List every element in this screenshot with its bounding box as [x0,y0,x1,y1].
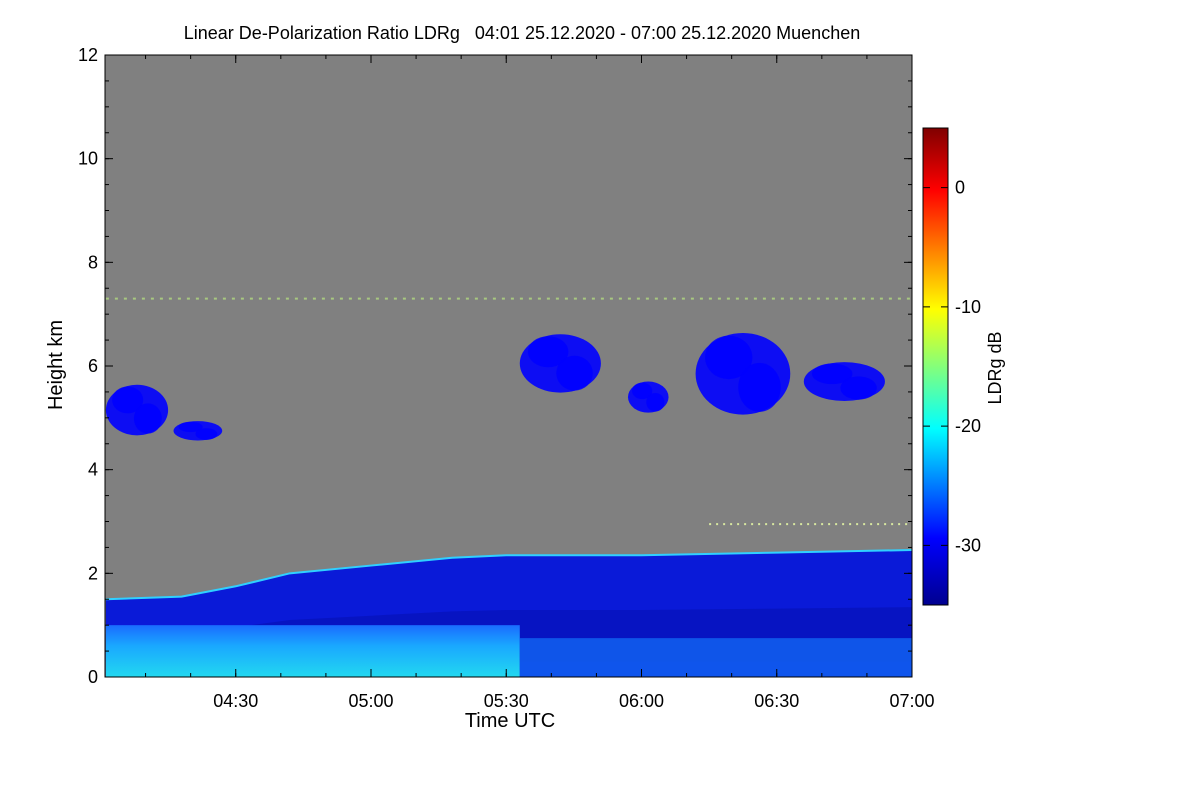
x-tick-label-4: 06:30 [754,691,799,711]
y-tick-label-6: 12 [78,45,98,65]
colorbar-label: LDRg dB [985,331,1005,404]
cloud-layer-3-lobe-a [527,336,569,368]
colorbar-tick-label-2: -20 [955,416,981,436]
y-tick-label-3: 6 [88,356,98,376]
colorbar-ticks: 0 -10 -20 -30 [923,178,981,555]
y-tick-label-5: 10 [78,149,98,169]
near-surface-layer-late [519,638,912,677]
chart-title: Linear De-Polarization Ratio LDRg 04:01 … [184,23,860,43]
cloud-layer-6-lobe-a [811,363,853,385]
x-tick-label-2: 05:30 [484,691,529,711]
cloud-layer-2-lobe-a [178,421,203,433]
colorbar-tick-label-1: -10 [955,297,981,317]
colorbar-tick-label-3: -30 [955,535,981,555]
x-axis-label: Time UTC [465,710,555,732]
plot-area [105,55,912,677]
x-axis: 04:30 05:00 05:30 06:00 06:30 07:00 [145,55,935,711]
x-tick-label-5: 07:00 [889,691,934,711]
cloud-layer-4-lobe-b [646,392,665,412]
cloud-layer-5-lobe-b [738,362,781,412]
cloud-layer-6-lobe-b [840,376,877,400]
colorbar: 0 -10 -20 -30 LDRg dB [922,127,1005,606]
cloud-layer-5-lobe-a [705,335,753,380]
colorbar-gradient [922,127,949,606]
cloud-layer-4-lobe-a [632,382,653,400]
cloud-layers [105,332,885,441]
y-tick-label-4: 8 [88,252,98,272]
x-tick-label-1: 05:00 [348,691,393,711]
cloud-layer-3-lobe-b [556,355,593,391]
x-tick-label-3: 06:00 [619,691,664,711]
colorbar-tick-label-0: 0 [955,178,965,198]
cloud-layer-1-lobe-b [133,403,162,434]
cloud-layer-1-lobe-a [112,386,144,414]
y-axis: 0 2 4 6 8 10 12 [78,45,912,687]
y-tick-label-2: 4 [88,460,98,480]
y-tick-label-0: 0 [88,667,98,687]
x-tick-label-0: 04:30 [213,691,258,711]
y-tick-label-1: 2 [88,563,98,583]
cloud-layer-2-lobe-b [195,428,218,440]
near-surface-layer [105,625,520,677]
boundary-layer-top-edge [105,549,912,601]
y-axis-label: Height km [45,320,67,410]
